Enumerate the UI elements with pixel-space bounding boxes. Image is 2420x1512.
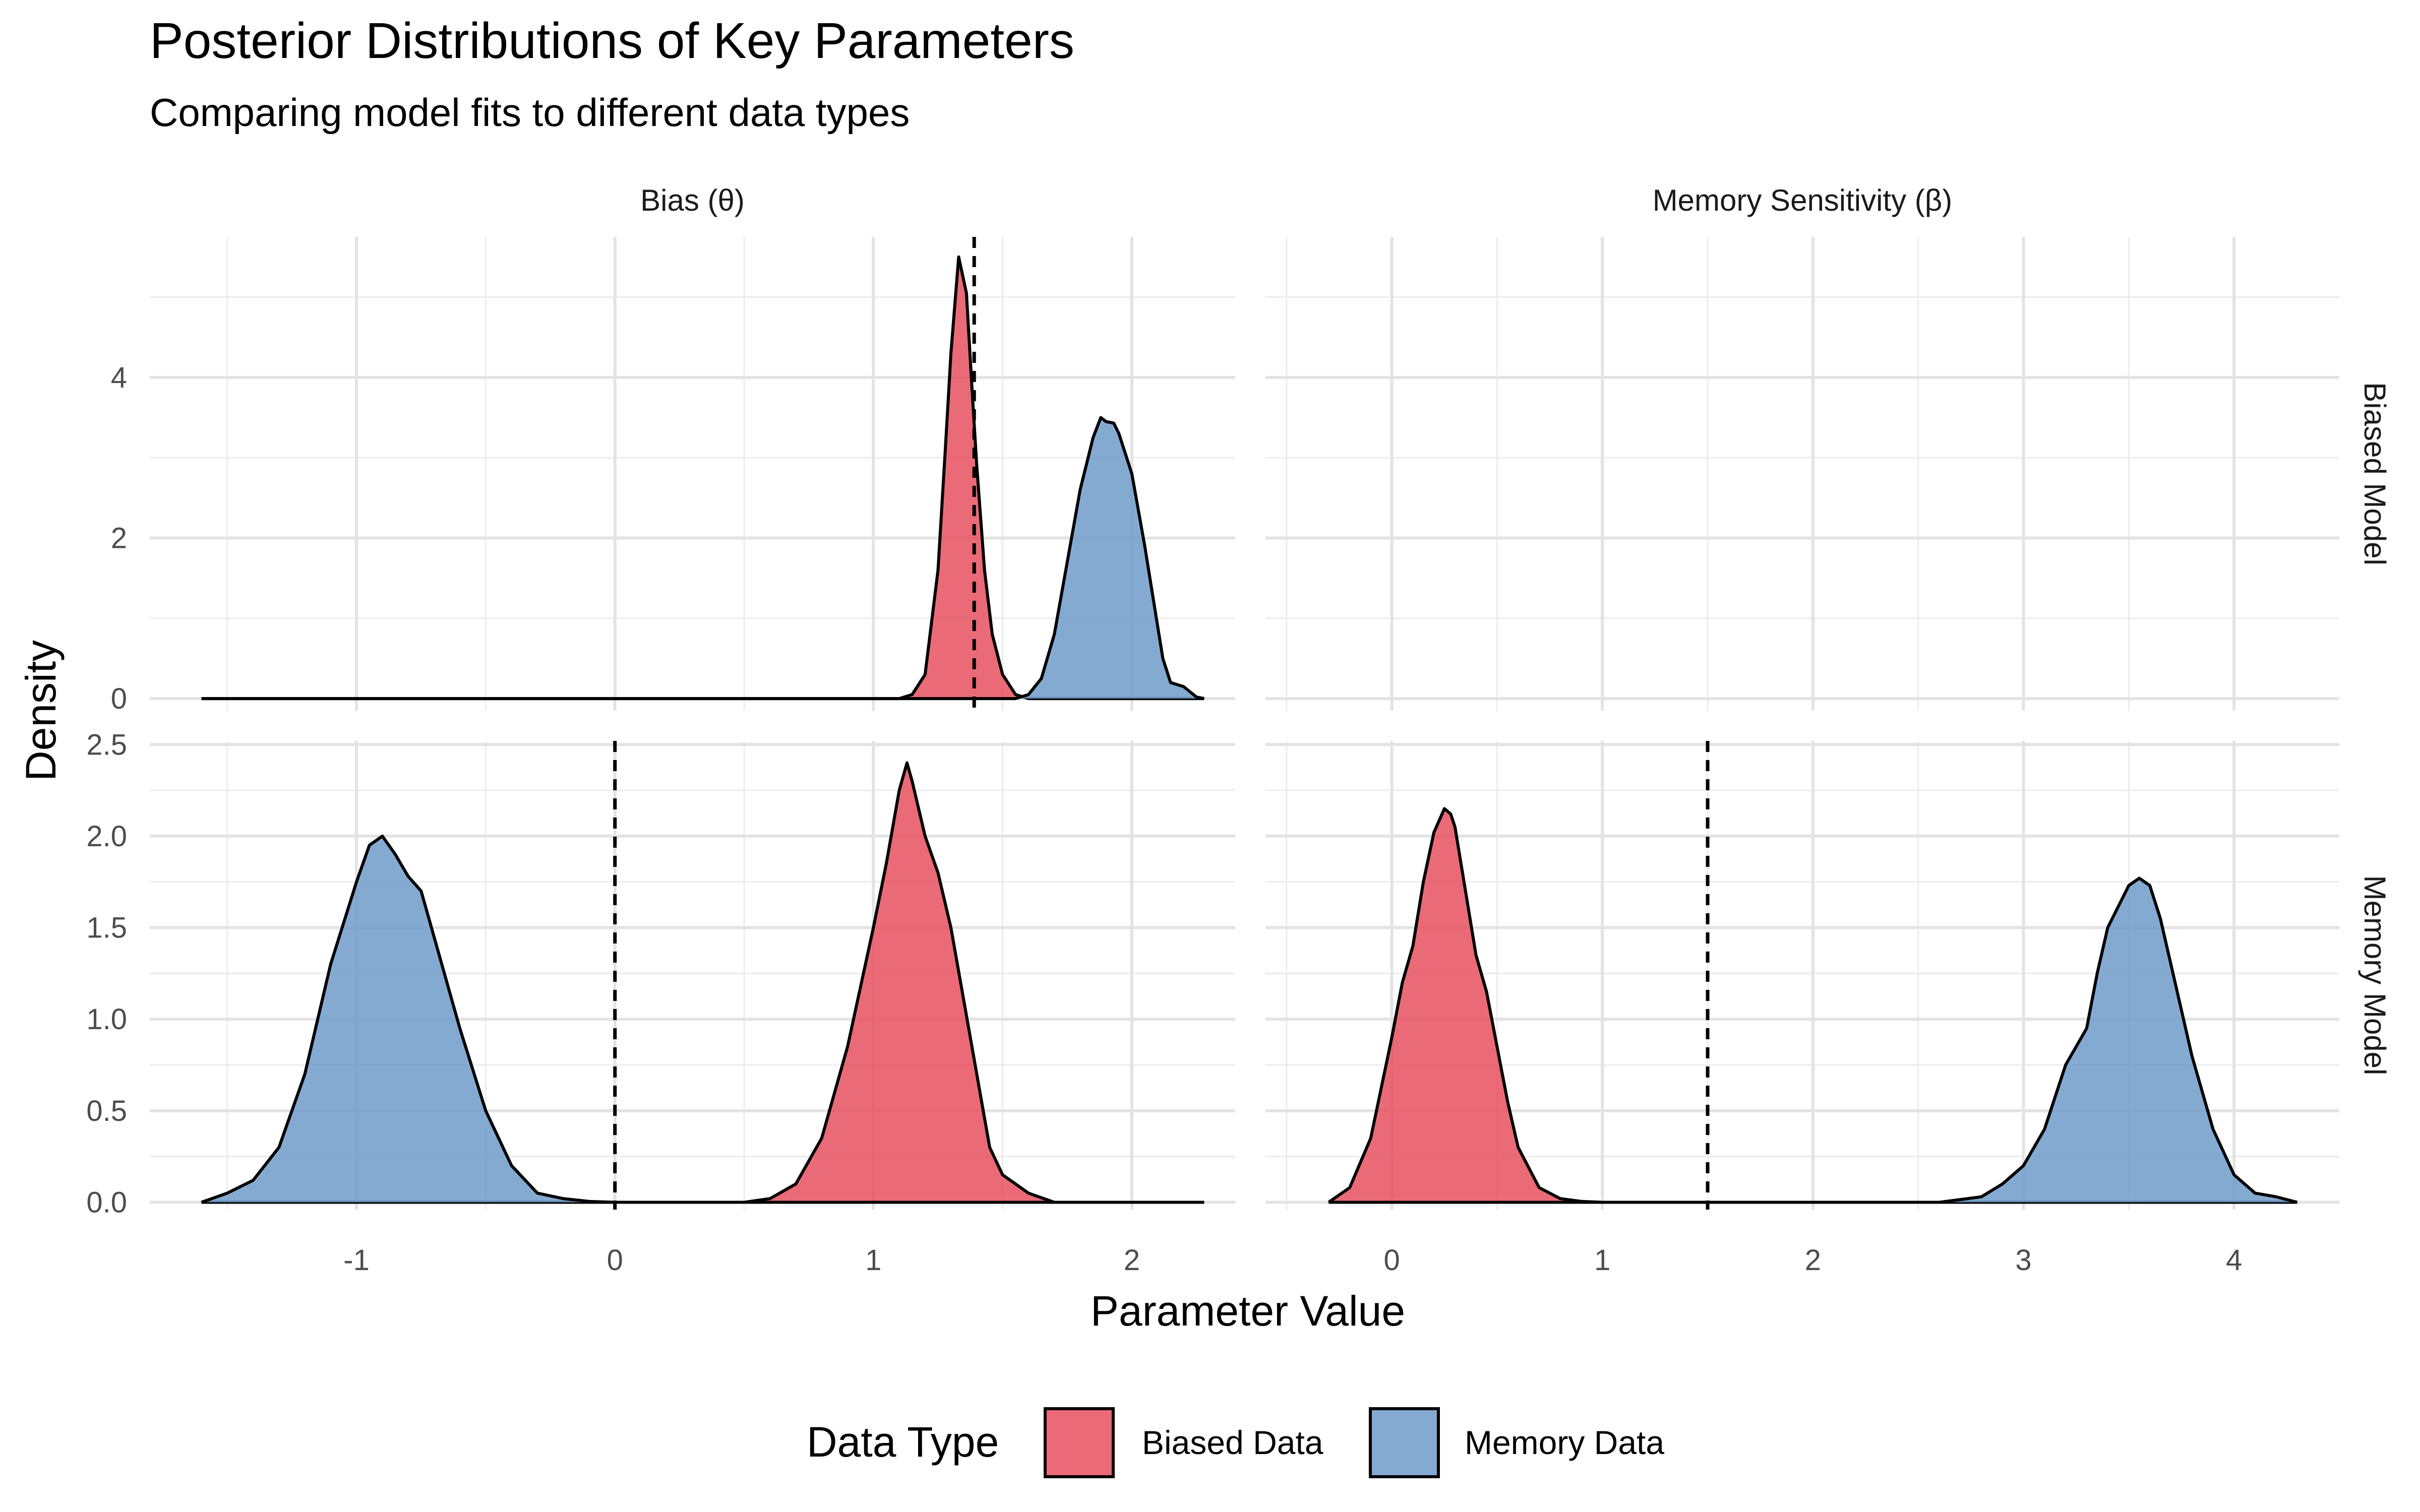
y-tick-label: 2.0: [86, 820, 127, 853]
y-tick-label: 2.5: [86, 728, 127, 761]
chart-title: Posterior Distributions of Key Parameter…: [150, 13, 1074, 69]
density-outline-biased-data: [201, 761, 1204, 1204]
panel-memory-sensitivity-biased-model: [1265, 237, 2339, 711]
x-axis-title: Parameter Value: [1091, 1287, 1405, 1335]
y-tick-label: 0.0: [86, 1186, 127, 1219]
x-tick-label: 2: [1805, 1244, 1821, 1277]
density-area-memory-data: [1328, 878, 2297, 1203]
panel-bias-memory-model: 0.0 0.5 1.0 1.5 2.0 2.5 -1 0 1 2: [86, 728, 1235, 1277]
x-tick-label: 4: [2226, 1244, 2242, 1277]
density-area-memory-data: [201, 836, 1204, 1203]
legend-label-biased-data: Biased Data: [1142, 1424, 1323, 1461]
facet-row-label-1: Memory Model: [2358, 875, 2392, 1076]
density-area-biased-data: [1328, 808, 2297, 1203]
y-tick-label: 2: [111, 522, 127, 554]
density-outline-memory-data: [201, 834, 1204, 1204]
y-tick-label: 1.0: [86, 1003, 127, 1036]
x-tick-label: 0: [607, 1244, 623, 1277]
x-tick-label: 1: [865, 1244, 881, 1277]
x-tick-label: -1: [343, 1244, 370, 1277]
density-outline-biased-data: [1327, 807, 2297, 1204]
density-outline-memory-data: [1328, 876, 2298, 1204]
y-axis-title: Density: [17, 640, 65, 781]
facet-panels: Bias (θ) Memory Sensitivity (β) Biased Mod…: [86, 183, 2392, 1277]
x-tick-label: 2: [1124, 1244, 1140, 1277]
y-tick-label: 4: [111, 361, 127, 394]
y-tick-label: 1.5: [86, 912, 127, 944]
y-tick-label: 0.5: [86, 1095, 127, 1127]
legend-key-biased-data: [1044, 1407, 1115, 1478]
legend-key-memory-data: [1369, 1407, 1440, 1478]
density-area-memory-data: [201, 417, 1204, 699]
density-area-biased-data: [201, 257, 1204, 699]
panel-memory-sensitivity-memory-model: 0 1 2 3 4: [1265, 741, 2339, 1277]
facet-row-label-0: Biased Model: [2358, 382, 2392, 565]
legend-label-memory-data: Memory Data: [1465, 1424, 1664, 1461]
y-tick-label: 0: [111, 682, 127, 715]
x-tick-label: 3: [2015, 1244, 2031, 1277]
panel-bias-biased-model: 0 2 4: [111, 237, 1235, 715]
legend-title: Data Type: [807, 1418, 999, 1466]
chart-subtitle: Comparing model fits to different data t…: [150, 90, 910, 135]
legend: Data Type Biased Data Memory Data: [807, 1407, 1664, 1478]
density-area-biased-data: [201, 763, 1204, 1203]
x-tick-label: 1: [1594, 1244, 1610, 1277]
facet-column-label-0: Bias (θ): [640, 183, 745, 217]
x-tick-label: 0: [1383, 1244, 1400, 1277]
density-outline-memory-data: [201, 416, 1205, 701]
facet-column-label-1: Memory Sensitivity (β): [1653, 183, 1953, 217]
density-outline-biased-data: [201, 255, 1204, 701]
